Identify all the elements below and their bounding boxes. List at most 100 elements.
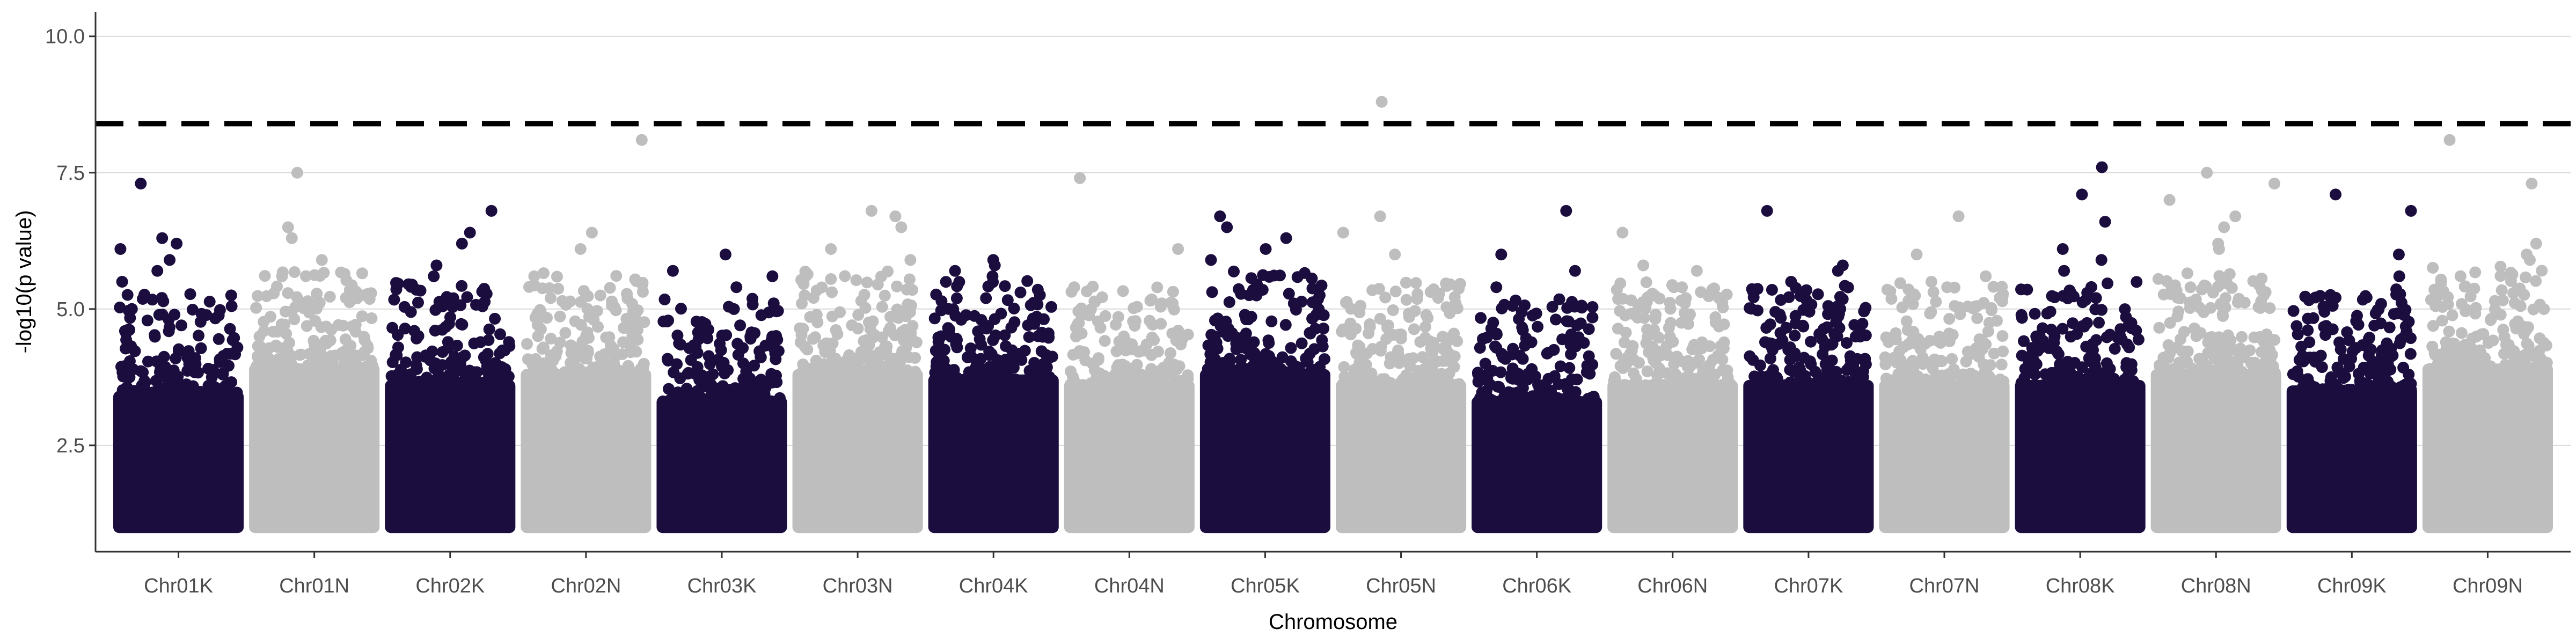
snp-point [825,273,837,285]
snp-point [606,299,618,312]
snp-point [2252,301,2265,313]
snp-point [1860,302,1872,314]
snp-point [1652,332,1665,344]
snp-point [2442,358,2454,371]
snp-point [1769,306,1782,318]
snp-point [675,303,687,315]
x-tick-label-Chr07K: Chr07K [1774,575,1843,597]
snp-point [818,358,830,370]
snp-point [2259,368,2272,380]
snp-peak-point [1337,226,1349,239]
snp-point [1996,281,2008,293]
dense-points-Chr03N [792,369,923,533]
snp-point [2383,321,2396,334]
snp-peak-point [428,270,440,282]
snp-point [1490,328,1503,341]
snp-point [408,325,420,337]
snp-point [1313,303,1325,316]
snp-point [2345,353,2358,365]
snp-point [1893,369,1905,382]
snp-point [2455,327,2468,339]
dense-points-Chr04K [928,374,1059,533]
chromosome-Chr09K-points [2286,188,2417,533]
snp-point [1067,348,1079,361]
snp-point [1209,331,1221,342]
snp-point [826,310,838,323]
snp-point [1446,356,1458,369]
snp-peak-point [2058,265,2070,277]
snp-point [536,282,548,295]
snp-point [1155,318,1167,330]
snp-peak-point [2095,254,2107,266]
chromosome-Chr05K-points [1199,210,1330,533]
snp-point [1285,342,1297,354]
snp-point [2096,378,2108,391]
snp-point [675,339,687,351]
snp-point [701,332,714,345]
snp-point [731,338,744,350]
snp-point [884,321,896,334]
snp-peak-point [1569,265,1581,277]
snp-point [1232,332,1244,344]
snp-point [577,285,590,297]
snp-peak-point [2229,210,2242,223]
snp-point [1894,357,1906,370]
snp-point [1345,303,1357,315]
snp-point [566,340,579,353]
snp-point [365,312,378,324]
snp-point [1513,313,1525,325]
snp-point [169,309,181,321]
snp-point [632,334,644,346]
snp-point [2068,290,2080,303]
snp-point [2357,339,2369,352]
snp-point [1258,368,1271,380]
snp-point [412,296,424,309]
snp-point [989,313,1001,325]
snp-point [2530,275,2542,287]
snp-point [288,266,301,278]
snp-point [818,368,831,380]
snp-point [2181,356,2193,368]
snp-point [2202,347,2214,359]
snp-point [137,366,149,378]
snp-point [663,383,675,395]
snp-point [224,323,236,335]
snp-point [231,386,243,399]
snp-point [2030,358,2043,370]
snp-peak-point [485,204,497,217]
dense-points-Chr07N [1879,379,2010,533]
snp-point [345,340,357,352]
snp-point [2071,328,2083,340]
snp-point [2184,281,2197,294]
snp-point [1658,379,1670,391]
snp-point [1127,315,1139,327]
snp-point [2222,329,2234,341]
snp-point [1772,377,1784,390]
snp-point [1287,297,1300,310]
x-tick-label-Chr04K: Chr04K [959,575,1028,597]
snp-point [1973,333,1986,346]
dense-points-Chr03K [656,396,787,533]
snp-point [1764,318,1776,331]
snp-peak-point [2392,248,2405,261]
snp-point [2520,271,2532,283]
snp-point [2256,346,2268,358]
snp-point [488,379,500,391]
snp-point [126,389,138,401]
snp-point [356,267,368,280]
snp-point [1387,329,1400,341]
snp-point [1708,282,1721,295]
snp-peak-point [1952,210,1965,223]
snp-point [1437,376,1450,389]
snp-point [1151,281,1163,294]
snp-point [537,267,550,279]
snp-peak-point [291,166,303,179]
snp-point [1503,386,1515,398]
snp-peak-point [116,276,128,288]
snp-point [1209,360,1221,372]
snp-peak-point [635,134,648,146]
snp-peak-point [1785,276,1797,288]
snp-point [2295,340,2308,353]
snp-point [2212,281,2224,292]
snp-point [1831,330,1843,342]
